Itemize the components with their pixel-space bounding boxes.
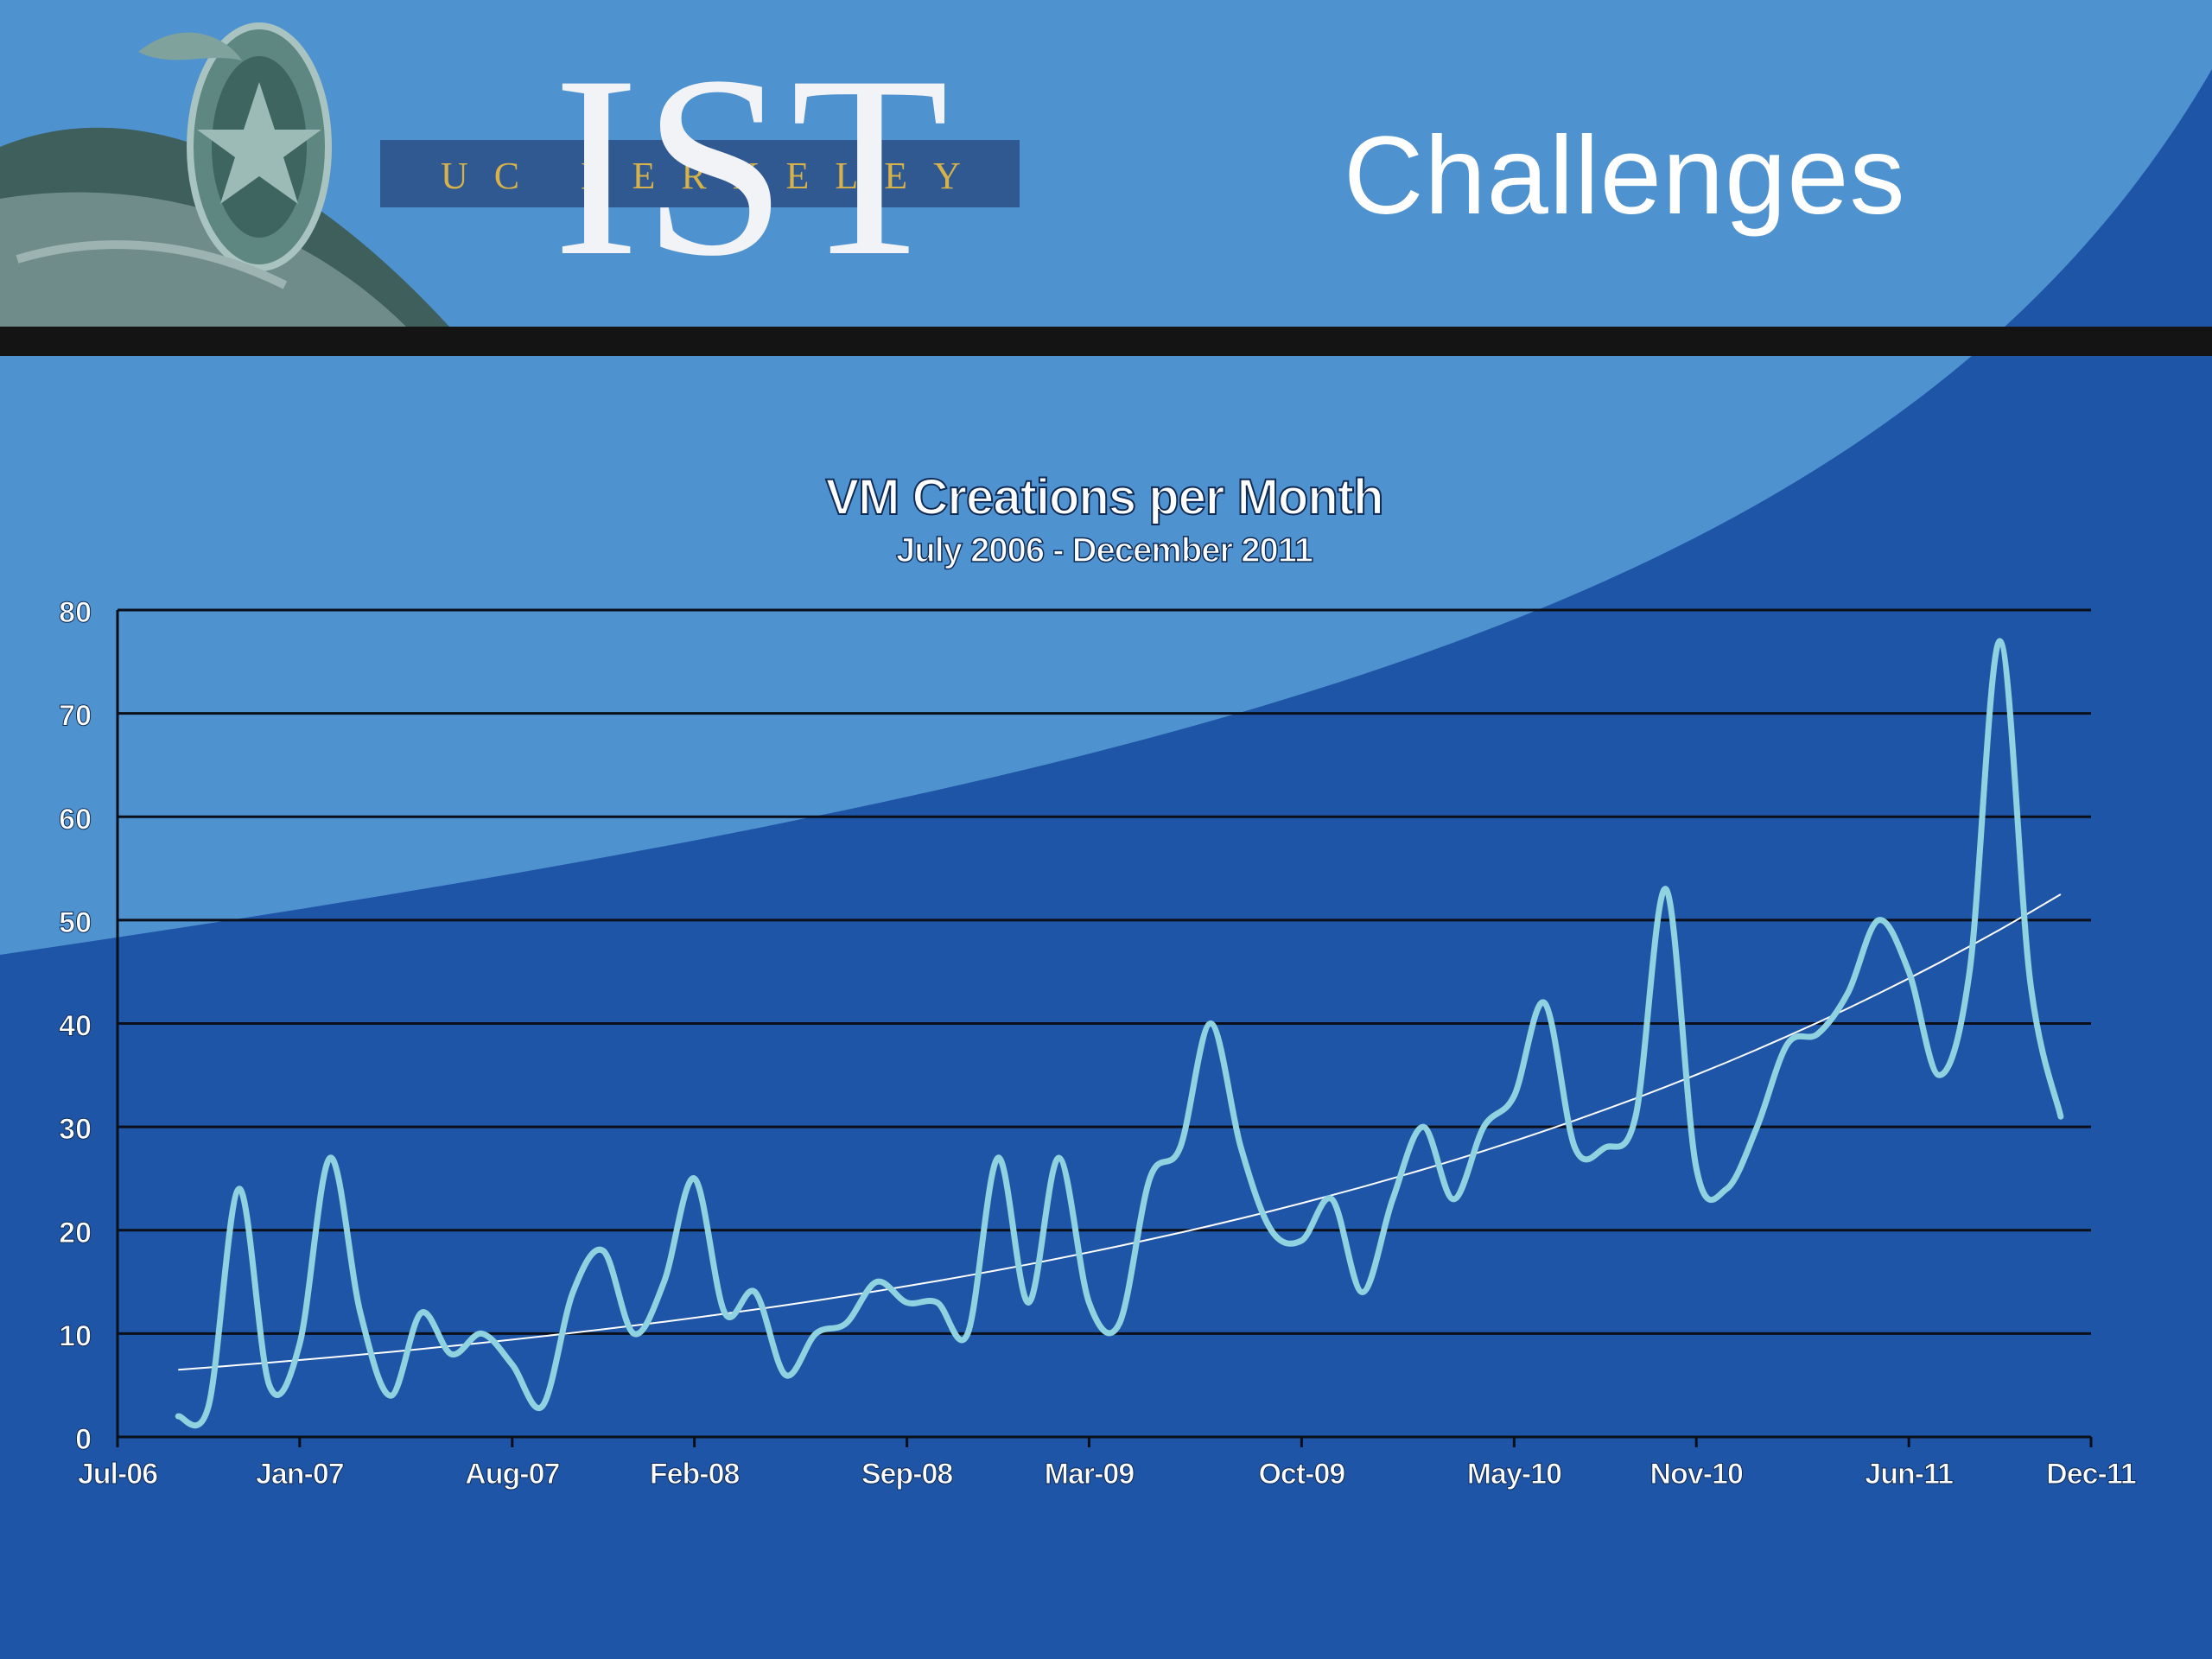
x-tick-label: Oct-09: [1258, 1458, 1344, 1491]
y-tick-label: 60: [59, 803, 92, 836]
y-tick-label: 0: [75, 1423, 92, 1456]
x-axis: Jul-06 Jan-07 Aug-07 Feb-08 Sep-08 Mar-09 Oct-…: [77, 1437, 2137, 1491]
chart-subtitle: July 2006 - December 2011: [896, 531, 1313, 569]
y-tick-label: 80: [59, 596, 92, 629]
slide-title: Challenges: [1344, 114, 1906, 238]
series-line-vm-creations: [175, 638, 2064, 1429]
x-tick-label: Jan-07: [256, 1458, 344, 1491]
chart-title: VM Creations per Month: [825, 469, 1382, 525]
x-tick-label: May-10: [1467, 1458, 1561, 1491]
x-tick-label: Jun-11: [1865, 1458, 1953, 1491]
x-tick-label: Nov-10: [1650, 1458, 1743, 1491]
x-tick-label: Aug-07: [465, 1458, 559, 1491]
x-tick-label: Mar-09: [1045, 1458, 1135, 1491]
x-tick-label: Dec-11: [2046, 1458, 2136, 1491]
y-tick-label: 50: [59, 906, 92, 939]
plot-area: [175, 638, 2064, 1429]
x-tick-label: Sep-08: [861, 1458, 953, 1491]
logo-band: [380, 140, 1020, 207]
y-tick-label: 70: [59, 700, 92, 733]
header-divider: [0, 327, 2212, 356]
x-tick-label: Jul-06: [78, 1458, 157, 1491]
sather-gate-icon: [0, 22, 449, 327]
y-tick-label: 30: [59, 1113, 92, 1146]
y-tick-label: 40: [59, 1010, 92, 1043]
y-axis: 0 10 20 30 40 50 60 70 80: [59, 596, 92, 1457]
light-swoosh: [0, 0, 2212, 955]
y-tick-label: 20: [59, 1217, 92, 1249]
logo-university: UC BERKELEY: [441, 155, 987, 197]
x-tick-label: Feb-08: [650, 1458, 740, 1491]
grid: [116, 608, 2091, 1439]
y-tick-label: 10: [59, 1319, 92, 1352]
logo-ist: IST: [553, 22, 952, 309]
